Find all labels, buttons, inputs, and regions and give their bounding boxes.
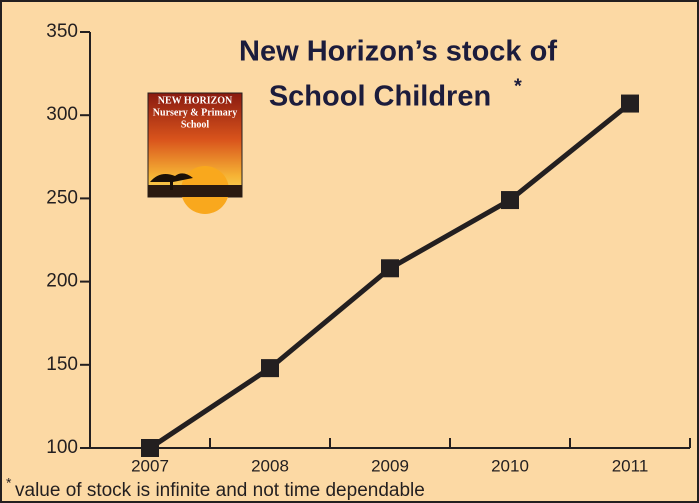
x-tick-label: 2011	[612, 456, 649, 475]
footnote: value of stock is infinite and not time …	[15, 480, 425, 501]
title-marker: *	[514, 75, 522, 97]
marker	[501, 191, 519, 210]
x-tick-label: 2008	[251, 456, 289, 475]
chart-title: New Horizon’s stock of	[239, 36, 557, 68]
chart-title: School Children	[269, 81, 491, 113]
x-tick-label: 2009	[371, 456, 409, 475]
marker	[261, 359, 279, 378]
y-tick-label: 250	[46, 187, 78, 208]
y-tick-label: 300	[46, 104, 78, 125]
marker	[141, 439, 159, 457]
y-tick-label: 150	[46, 354, 78, 375]
y-tick-label: 200	[46, 271, 78, 292]
logo: NEW HORIZON Nursery & Primary School	[147, 92, 243, 214]
x-tick-label: 2007	[131, 456, 169, 475]
logo-text: NEW HORIZON	[158, 95, 233, 106]
marker	[381, 259, 399, 278]
logo-text: School	[181, 119, 210, 130]
footnote-marker: *	[6, 475, 12, 491]
y-tick-label: 100	[46, 437, 78, 458]
marker	[621, 94, 639, 113]
y-tick-label: 350	[46, 21, 78, 42]
x-tick-label: 2010	[491, 456, 529, 475]
logo-text: Nursery & Primary	[153, 107, 237, 118]
